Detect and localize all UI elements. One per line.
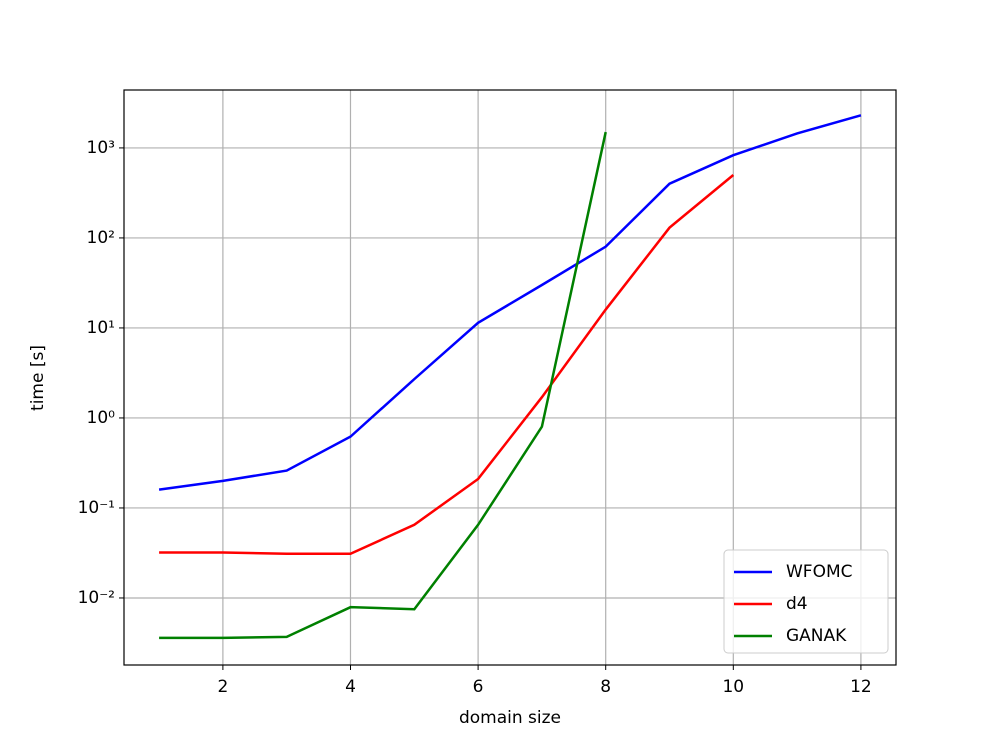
legend-label: GANAK	[786, 626, 847, 646]
x-tick-label: 4	[345, 677, 356, 697]
legend-label: d4	[786, 594, 808, 614]
y-tick-label: 10²	[87, 228, 115, 248]
x-tick-label: 6	[473, 677, 484, 697]
data-line	[159, 131, 607, 640]
legend-label: WFOMC	[786, 562, 853, 582]
x-tick-label: 10	[722, 677, 744, 697]
y-tick-label: 10³	[87, 138, 115, 158]
x-axis-label: domain size	[459, 708, 561, 728]
legend-box	[723, 549, 889, 654]
y-axis-label: time [s]	[28, 345, 48, 411]
y-tick-label: 10¹	[87, 318, 115, 338]
data-line	[159, 174, 735, 555]
y-tick-label: 10⁻¹	[78, 498, 115, 518]
plot-frame	[123, 89, 897, 666]
data-line	[158, 114, 862, 491]
y-tick-label: 10⁰	[87, 408, 116, 428]
y-tick-label: 10⁻²	[78, 588, 115, 608]
x-tick-label: 2	[217, 677, 228, 697]
x-tick-label: 8	[600, 677, 611, 697]
x-tick-label: 12	[850, 677, 872, 697]
